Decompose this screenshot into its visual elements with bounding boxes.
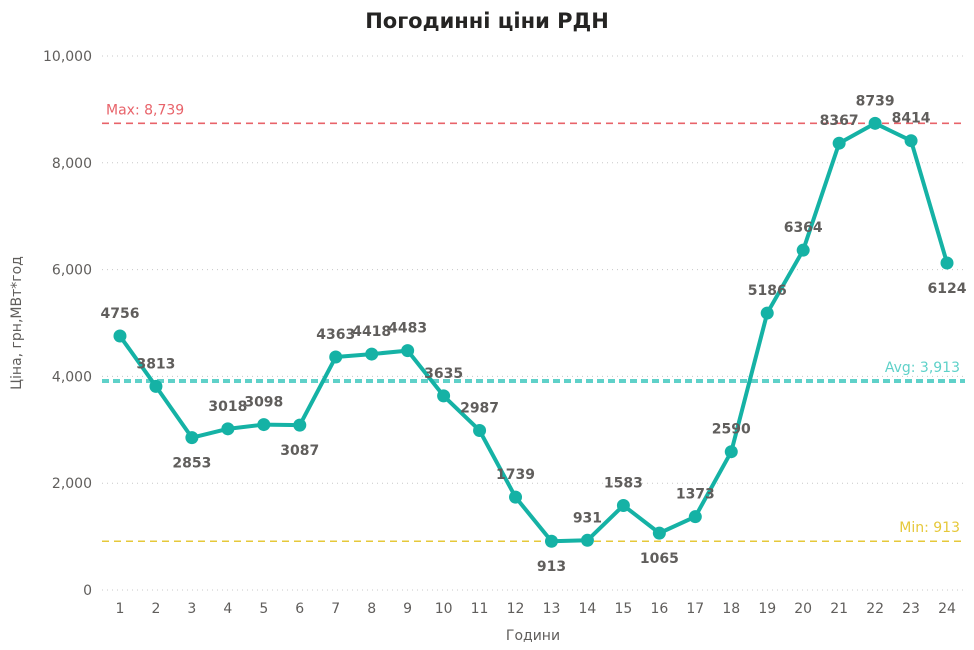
data-point	[760, 306, 774, 320]
data-point	[544, 534, 558, 548]
x-tick-label: 15	[614, 601, 632, 617]
y-axis-title: Ціна, грн,МВт*год	[9, 256, 25, 390]
x-tick-label: 19	[758, 601, 776, 617]
x-axis-ticks: 1 2 3 4 5 6 7 8 9 10 11 12 13 14 15 16 17 18 19 20 21 22 23 24	[116, 601, 956, 617]
x-tick-label: 18	[722, 601, 740, 617]
data-label: 1065	[640, 551, 679, 567]
data-point	[293, 418, 307, 432]
x-tick-label: 21	[830, 601, 848, 617]
x-tick-label: 13	[543, 601, 561, 617]
data-point	[616, 498, 630, 512]
data-label: 1583	[604, 475, 643, 491]
data-point	[221, 422, 235, 436]
data-label: 3813	[136, 356, 175, 372]
data-label: 6364	[784, 220, 823, 236]
y-axis-ticks: 0 2,000 4,000 6,000 8,000 10,000	[43, 49, 92, 599]
data-point	[509, 490, 523, 504]
data-label: 3018	[208, 399, 247, 415]
x-tick-label: 4	[223, 601, 232, 617]
x-tick-label: 23	[902, 601, 920, 617]
x-tick-label: 14	[579, 601, 597, 617]
data-label: 2590	[712, 422, 751, 438]
series	[113, 116, 954, 548]
y-tick-label: 2,000	[52, 476, 92, 492]
x-tick-label: 3	[187, 601, 196, 617]
x-tick-label: 6	[295, 601, 304, 617]
data-point	[149, 379, 163, 393]
data-label: 8739	[856, 93, 895, 109]
data-point	[796, 243, 810, 257]
data-label: 4363	[316, 327, 355, 343]
x-tick-label: 9	[403, 601, 412, 617]
reference-lines: Max: 8,739 Avg: 3,913 Min: 913	[102, 102, 965, 543]
data-label: 6124	[928, 281, 967, 297]
x-tick-label: 7	[331, 601, 340, 617]
data-label: 5186	[748, 283, 787, 299]
data-label: 913	[537, 559, 566, 575]
data-point	[365, 347, 379, 361]
y-tick-label: 10,000	[43, 49, 92, 65]
data-label: 3087	[280, 443, 319, 459]
x-tick-label: 10	[435, 601, 453, 617]
x-tick-label: 16	[650, 601, 668, 617]
data-label: 4418	[352, 324, 391, 340]
x-tick-label: 11	[471, 601, 489, 617]
data-point	[688, 510, 702, 524]
x-tick-label: 5	[259, 601, 268, 617]
max-reference-label: Max: 8,739	[106, 102, 184, 118]
y-tick-label: 0	[83, 583, 92, 599]
data-point	[904, 134, 918, 148]
data-point	[940, 256, 954, 270]
data-label: 2987	[460, 400, 499, 416]
data-label: 4483	[388, 321, 427, 337]
data-label: 3635	[424, 366, 463, 382]
data-label: 931	[573, 510, 602, 526]
data-point	[401, 344, 415, 358]
x-axis-title: Години	[506, 628, 560, 644]
data-point	[652, 526, 666, 540]
x-tick-label: 1	[116, 601, 125, 617]
y-tick-label: 4,000	[52, 369, 92, 385]
data-point	[580, 533, 594, 547]
data-point	[832, 136, 846, 150]
data-point	[473, 423, 487, 437]
chart-title: Погодинні ціни РДН	[365, 9, 609, 33]
data-point	[437, 389, 451, 403]
data-label: 1373	[676, 487, 715, 503]
data-point	[724, 445, 738, 459]
x-tick-label: 17	[686, 601, 704, 617]
data-label: 1739	[496, 467, 535, 483]
data-point	[868, 116, 882, 130]
data-point	[257, 418, 271, 432]
data-label: 4756	[100, 306, 139, 322]
data-label: 8414	[892, 111, 931, 127]
data-point	[113, 329, 127, 343]
data-label: 3098	[244, 395, 283, 411]
x-tick-label: 2	[151, 601, 160, 617]
data-point	[329, 350, 343, 364]
y-tick-label: 8,000	[52, 156, 92, 172]
x-tick-label: 20	[794, 601, 812, 617]
data-point	[185, 431, 199, 445]
min-reference-label: Min: 913	[899, 520, 960, 536]
x-tick-label: 22	[866, 601, 884, 617]
data-label: 2853	[172, 456, 211, 472]
x-tick-label: 24	[938, 601, 956, 617]
y-tick-label: 6,000	[52, 263, 92, 279]
gridlines	[102, 55, 965, 591]
data-label: 8367	[820, 113, 859, 129]
avg-reference-label: Avg: 3,913	[885, 360, 960, 376]
x-tick-label: 8	[367, 601, 376, 617]
x-tick-label: 12	[507, 601, 525, 617]
